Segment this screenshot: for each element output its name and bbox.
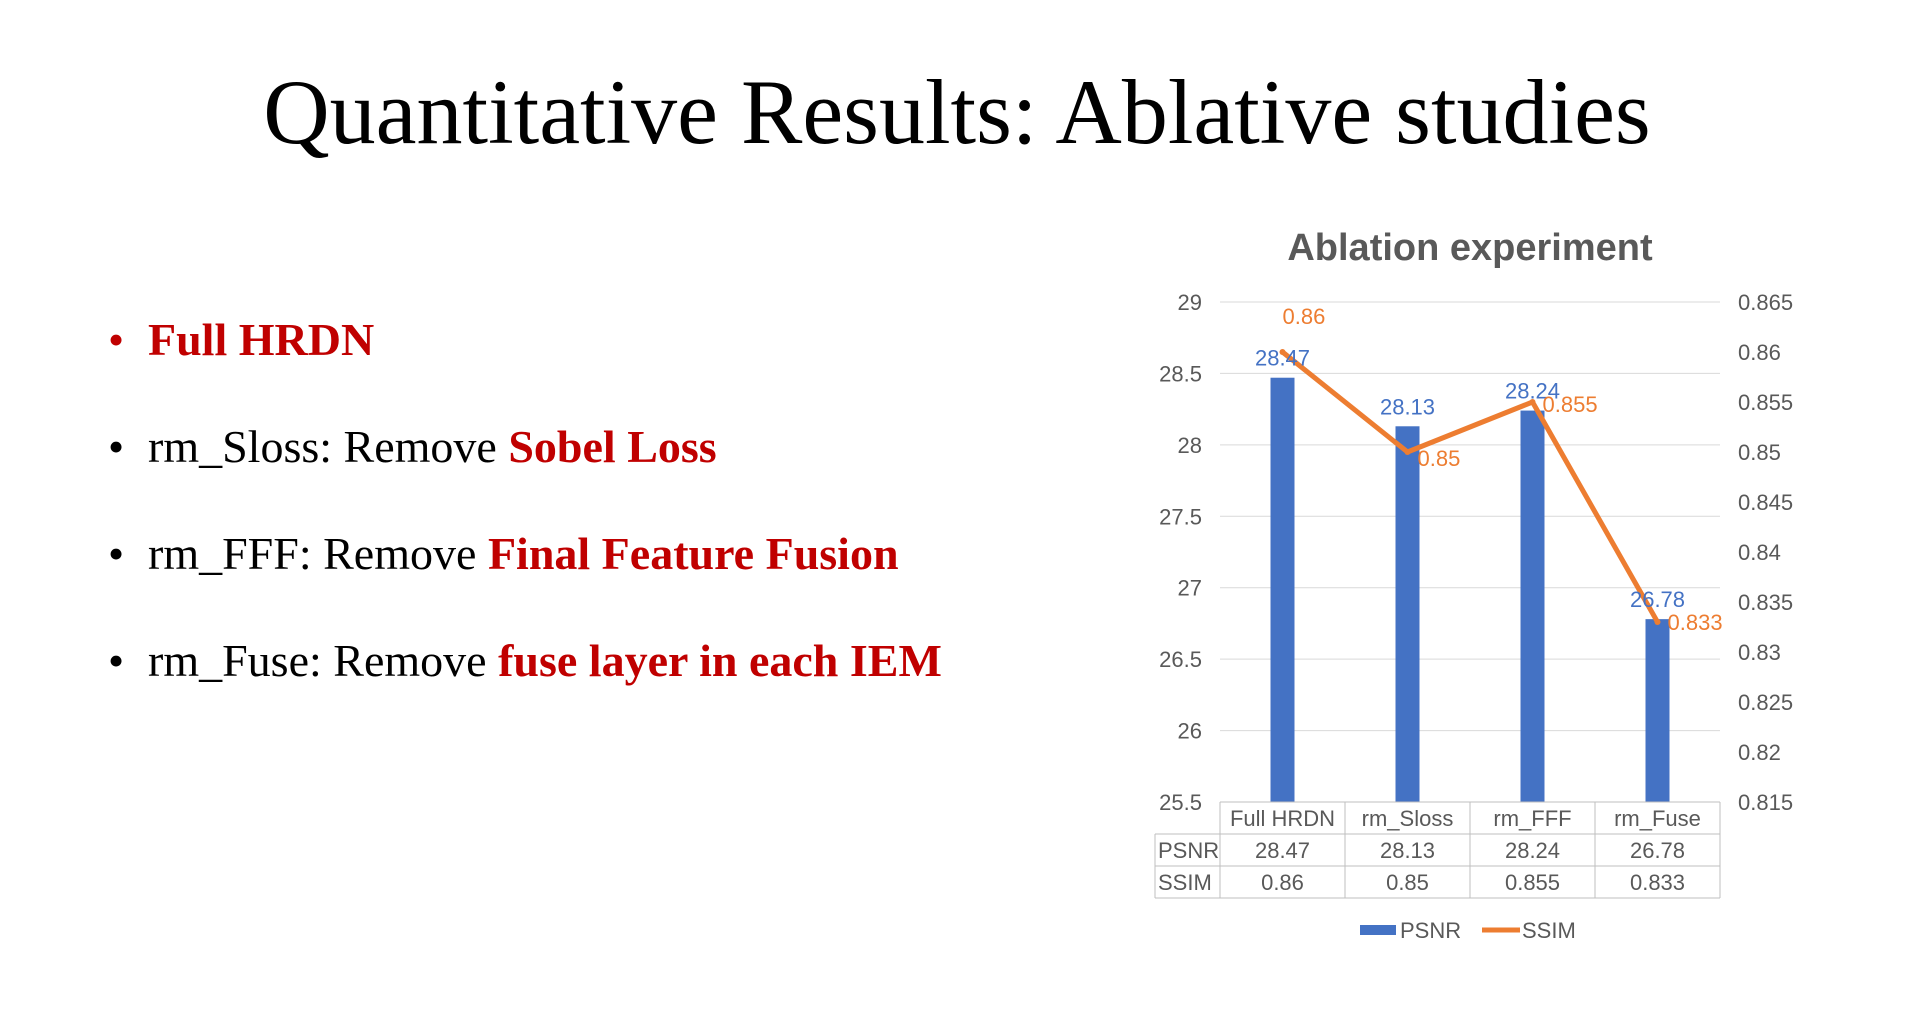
x-category-label: rm_FFF (1493, 806, 1571, 831)
slide-title: Quantitative Results: Ablative studies (263, 61, 1651, 163)
ssim-data-label: 0.833 (1668, 610, 1723, 635)
x-category-label: rm_Fuse (1614, 806, 1701, 831)
y-right-tick-label: 0.815 (1738, 790, 1793, 815)
table-cell: 28.24 (1505, 838, 1560, 863)
table-cell: 0.86 (1261, 870, 1304, 895)
legend-psnr-swatch (1360, 925, 1396, 935)
table-cell: 0.833 (1630, 870, 1685, 895)
bullet-item: • rm_Fuse: Remove fuse layer in each IEM (108, 631, 942, 738)
bullet-dot: • (108, 528, 125, 579)
psnr-data-label: 28.24 (1505, 379, 1560, 404)
ssim-point (1404, 449, 1411, 455)
ssim-line (1280, 350, 1660, 624)
bullet-dot: • (108, 421, 125, 472)
y-right-tick-label: 0.82 (1738, 740, 1781, 765)
psnr-data-label: 26.78 (1630, 587, 1685, 612)
y-right-tick-label: 0.835 (1738, 590, 1793, 615)
chart-title: Ablation experiment (1287, 227, 1653, 269)
bullet-item: • rm_Sloss: Remove Sobel Loss (108, 417, 942, 524)
ssim-data-label: 0.855 (1543, 392, 1598, 417)
table-row-label: PSNR (1158, 838, 1219, 863)
bullet-emphasis: Full HRDN (148, 314, 375, 365)
bullet-item: • rm_FFF: Remove Final Feature Fusion (108, 524, 942, 631)
ssim-data-label: 0.85 (1418, 446, 1461, 471)
y-right-tick-label: 0.845 (1738, 490, 1793, 515)
bullet-dot: • (108, 314, 125, 365)
y-right-tick-label: 0.825 (1738, 690, 1793, 715)
psnr-bar (1395, 426, 1420, 802)
x-category-label: rm_Sloss (1362, 806, 1454, 831)
bullet-text: rm_Sloss: Remove (148, 421, 509, 472)
psnr-bar (1270, 377, 1295, 802)
y-left-tick-label: 27 (1178, 576, 1202, 601)
bullet-text: rm_Fuse: Remove (148, 635, 499, 686)
ssim-point (1529, 399, 1536, 405)
y-right-tick-label: 0.865 (1738, 290, 1793, 315)
y-left-tick-label: 28.5 (1159, 361, 1202, 386)
bullet-item: • Full HRDN (108, 310, 942, 417)
ssim-point (1654, 619, 1661, 625)
y-left-tick-label: 26 (1178, 719, 1202, 744)
table-cell: 0.85 (1386, 870, 1429, 895)
ssim-data-label: 0.86 (1283, 304, 1326, 329)
psnr-bar (1645, 619, 1670, 802)
table-cell: 0.855 (1505, 870, 1560, 895)
y-right-tick-label: 0.86 (1738, 340, 1781, 365)
y-left-tick-label: 29 (1178, 290, 1202, 315)
y-left-tick-label: 28 (1178, 433, 1202, 458)
bullet-dot: • (108, 635, 125, 686)
y-left-tick-label: 26.5 (1159, 647, 1202, 672)
y-right-tick-label: 0.84 (1738, 540, 1781, 565)
ablation-chart: Ablation experiment 25.5 26 26.5 27 27.5 28 28.… (1154, 227, 1793, 943)
table-cell: 28.47 (1255, 838, 1310, 863)
bullet-text: rm_FFF: Remove (148, 528, 488, 579)
legend-psnr-label: PSNR (1400, 918, 1461, 943)
table-row-label: SSIM (1158, 870, 1212, 895)
ssim-point (1279, 349, 1286, 355)
psnr-bar (1520, 410, 1545, 802)
legend-ssim-label: SSIM (1522, 918, 1576, 943)
bullet-emphasis: Final Feature Fusion (487, 528, 899, 579)
table-cell: 26.78 (1630, 838, 1685, 863)
bullet-emphasis: Sobel Loss (508, 421, 717, 472)
y-left-tick-label: 27.5 (1159, 504, 1202, 529)
psnr-data-label: 28.47 (1255, 346, 1310, 371)
y-right-tick-label: 0.855 (1738, 390, 1793, 415)
x-category-label: Full HRDN (1230, 806, 1335, 831)
table-cell: 28.13 (1380, 838, 1435, 863)
psnr-data-label: 28.13 (1380, 394, 1435, 419)
bullet-list: • Full HRDN • rm_Sloss: Remove Sobel Loss … (108, 310, 942, 738)
y-right-tick-label: 0.85 (1738, 440, 1781, 465)
y-left-tick-label: 25.5 (1159, 790, 1202, 815)
y-right-tick-label: 0.83 (1738, 640, 1781, 665)
bullet-emphasis: fuse layer in each IEM (498, 635, 942, 686)
